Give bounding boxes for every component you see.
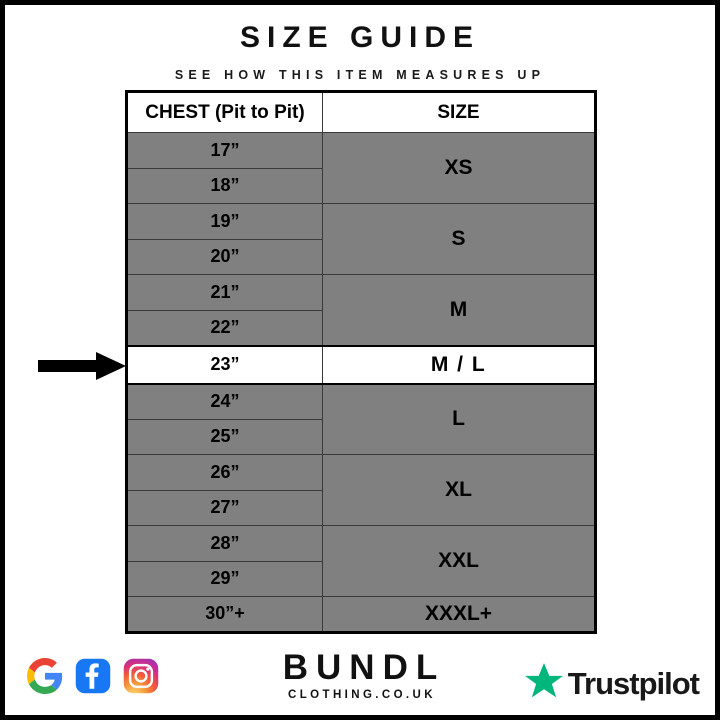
table-row: 30”+ XXXL+ xyxy=(126,596,596,633)
chest-cell: 18” xyxy=(126,167,323,204)
chest-cell: 17” xyxy=(126,132,323,169)
chest-cell: 21” xyxy=(126,274,323,311)
table-row: 29” xyxy=(126,560,596,597)
chest-cell: 30”+ xyxy=(126,596,323,633)
column-header-size: SIZE xyxy=(322,91,596,133)
table-row: 28” XXL xyxy=(126,525,596,597)
chest-cell: 23” xyxy=(126,344,323,385)
right-arrow-icon xyxy=(38,352,126,380)
chest-cell: 27” xyxy=(126,489,323,526)
page-subtitle: SEE HOW THIS ITEM MEASURES UP xyxy=(174,68,546,82)
size-table: CHEST (Pit to Pit) SIZE 17” XS 18” 19” S 20” 2… xyxy=(125,90,597,634)
footer: BUNDL CLOTHING.CO.UK Trustpilot xyxy=(5,640,715,715)
trustpilot-star-icon xyxy=(524,662,564,705)
table-row: 21” M xyxy=(126,274,596,346)
table-header-row: CHEST (Pit to Pit) SIZE xyxy=(126,91,596,133)
table-row: 17” XS xyxy=(126,132,596,204)
social-links xyxy=(27,658,159,694)
brand-logo: BUNDL CLOTHING.CO.UK xyxy=(275,648,446,701)
table-row: 20” xyxy=(126,238,596,275)
trustpilot-wordmark: Trustpilot xyxy=(567,665,700,701)
chest-cell: 24” xyxy=(126,383,323,420)
chest-cell: 22” xyxy=(126,309,323,346)
chest-cell: 20” xyxy=(126,238,323,275)
brand-name: BUNDL xyxy=(282,648,446,687)
facebook-icon[interactable] xyxy=(75,658,111,694)
column-header-chest: CHEST (Pit to Pit) xyxy=(126,91,323,133)
size-table-head: CHEST (Pit to Pit) SIZE xyxy=(126,91,596,133)
page-title: SIZE GUIDE xyxy=(239,21,481,54)
size-cell: S xyxy=(322,203,596,275)
table-row: 27” xyxy=(126,489,596,526)
google-icon[interactable] xyxy=(27,658,63,694)
size-table-body: 17” XS 18” 19” S 20” 21” M 22” 23” M / L 24” L 25” 26”… xyxy=(126,132,596,633)
size-cell: XXL xyxy=(322,525,596,597)
size-table-container: CHEST (Pit to Pit) SIZE 17” XS 18” 19” S 20” 2… xyxy=(125,90,597,634)
size-cell: XS xyxy=(322,132,596,204)
size-cell: M xyxy=(322,274,596,346)
chest-cell: 25” xyxy=(126,418,323,455)
table-row: 23” M / L xyxy=(126,344,596,385)
instagram-icon[interactable] xyxy=(123,658,159,694)
table-row: 18” xyxy=(126,167,596,204)
table-row: 25” xyxy=(126,418,596,455)
chest-cell: 28” xyxy=(126,525,323,562)
size-cell: M / L xyxy=(322,344,596,385)
table-row: 24” L xyxy=(126,383,596,455)
trustpilot-logo[interactable]: Trustpilot xyxy=(524,662,700,705)
size-cell: XL xyxy=(322,454,596,526)
size-cell: L xyxy=(322,383,596,455)
size-cell: XXXL+ xyxy=(322,596,596,633)
chest-cell: 19” xyxy=(126,203,323,240)
brand-domain: CLOTHING.CO.UK xyxy=(288,688,436,701)
chest-cell: 26” xyxy=(126,454,323,491)
table-row: 26” XL xyxy=(126,454,596,526)
chest-cell: 29” xyxy=(126,560,323,597)
table-row: 19” S xyxy=(126,203,596,275)
